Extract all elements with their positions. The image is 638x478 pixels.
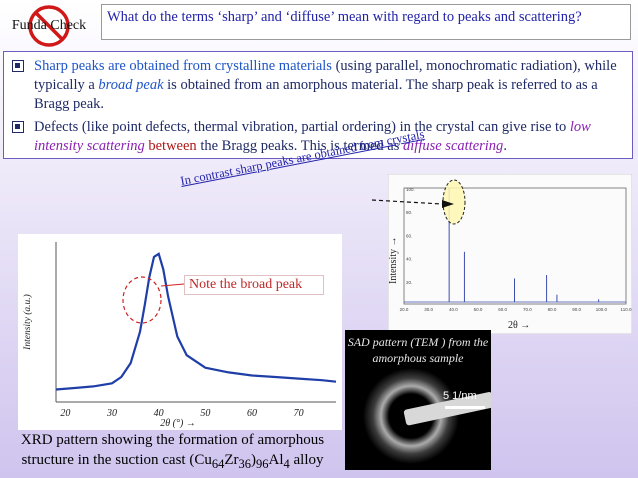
subscript: 36 — [238, 457, 252, 471]
bullet-item-sharp-peaks: Sharp peaks are obtained from crystallin… — [12, 57, 624, 114]
bullet-item-defects: Defects (like point defects, thermal vib… — [12, 118, 624, 156]
left-chart-ylabel: Intensity (a.u.) — [22, 294, 33, 351]
caption-text: Zr — [224, 452, 239, 468]
broad-peak-circle — [122, 276, 162, 324]
figure-caption: XRD pattern showing the formation of amo… — [0, 430, 345, 474]
left-chart-xlabel: 2θ (°) → — [160, 418, 196, 429]
x-tick-label: 50.0 — [474, 307, 483, 312]
subscript: 96 — [256, 457, 269, 471]
plot-frame — [403, 187, 627, 305]
bullet-text: the Bragg peaks. This is termed as — [196, 138, 404, 154]
y-tick-label: 40. — [406, 257, 412, 262]
broad-peak-note: Note the broad peak — [189, 277, 303, 292]
x-tick-label: 60.0 — [498, 307, 507, 312]
checkbox-bullet-icon — [12, 60, 24, 72]
x-tick-label: 100.0 — [596, 307, 608, 312]
x-tick-label: 40 — [154, 408, 164, 419]
scale-bar — [445, 406, 485, 409]
question-text: What do the terms ‘sharp’ and ‘diffuse’ … — [107, 9, 582, 25]
y-tick-label: 60. — [406, 233, 412, 238]
question-box — [101, 4, 631, 40]
chart-background — [18, 234, 342, 430]
y-tick-label: 20. — [406, 280, 412, 285]
sad-pattern-image: SAD pattern (TEM ) from the amorphous sa… — [345, 330, 491, 470]
amorphous-xrd-chart: Intensity (a.u.) 20 30 40 50 60 70 2θ (°) → — [18, 234, 342, 430]
caption-text: alloy — [289, 452, 324, 468]
between-word: between — [148, 138, 197, 154]
x-tick-label: 70 — [294, 408, 304, 419]
right-chart-ylabel: Intensity → — [388, 237, 399, 285]
contrast-arrow-line — [371, 199, 443, 205]
crystalline-xrd-chart: Intensity → 100. 80. 60. 40. 20. 20.0 30.0 40.… — [388, 174, 632, 334]
bullets-panel: Sharp peaks are obtained from crystallin… — [3, 51, 633, 159]
x-tick-label: 20 — [60, 408, 70, 419]
subscript: 64 — [211, 457, 225, 471]
right-chart-yticks: 100. 80. 60. 40. 20. — [406, 187, 415, 285]
low-intensity-phrase: low intensity scattering — [34, 119, 591, 154]
no-sign-icon — [28, 5, 70, 47]
right-chart-xticks: 20.0 30.0 40.0 50.0 60.0 70.0 80.0 90.0 100.0 110… — [400, 307, 632, 312]
x-tick-label: 50 — [200, 408, 210, 419]
caption-line-2: structure in the suction cast (Cu64Zr36)… — [0, 450, 345, 474]
right-chart-xlabel: 2θ → — [508, 320, 530, 331]
scale-bar-label: 5 1/nm — [443, 390, 477, 402]
sharp-peaks-phrase: Sharp peaks are obtained from crystallin… — [34, 58, 332, 74]
bullet-text: (using parallel, monochromatic radiation… — [34, 58, 617, 93]
xrd-curve-series — [55, 252, 337, 391]
x-tick-label: 20.0 — [400, 307, 409, 312]
caption-line-1: XRD pattern showing the formation of amo… — [20, 432, 325, 448]
caption-text: Al — [268, 452, 284, 468]
contrast-arrow — [371, 199, 454, 208]
x-tick-label: 30.0 — [424, 307, 433, 312]
x-tick-label: 90.0 — [572, 307, 581, 312]
broad-peak-pointer — [160, 283, 185, 287]
funda-check-label: Funda Check — [11, 18, 87, 33]
subscript: 4 — [283, 457, 290, 471]
chart-background — [388, 174, 632, 334]
sad-title: SAD pattern (TEM ) from the amorphous sa… — [347, 335, 489, 365]
y-tick-label: 80. — [406, 210, 412, 215]
bullet-text: Defects (like point defects, thermal vib… — [34, 119, 570, 135]
arrow-head-icon — [442, 200, 454, 208]
broad-peak-label-box — [184, 275, 324, 295]
x-tick-label: 110.0 — [621, 307, 632, 312]
bullet-text: . — [503, 138, 507, 154]
x-tick-label: 60 — [247, 408, 257, 419]
checkbox-bullet-icon — [12, 121, 24, 133]
broad-peak-phrase: broad peak — [98, 77, 164, 93]
x-tick-label: 40.0 — [449, 307, 458, 312]
x-tick-label: 80.0 — [548, 307, 557, 312]
bullet-text: is obtained from an amorphous material. … — [34, 77, 598, 112]
caption-text: structure in the suction cast (Cu — [21, 452, 212, 468]
x-tick-label: 70.0 — [523, 307, 532, 312]
y-tick-label: 100. — [406, 187, 415, 192]
left-chart-xticks: 20 30 40 50 60 70 — [60, 408, 303, 419]
caption-text: ) — [251, 452, 257, 468]
x-tick-label: 30 — [106, 408, 117, 419]
diffuse-scattering-phrase: diffuse scattering — [403, 138, 504, 154]
